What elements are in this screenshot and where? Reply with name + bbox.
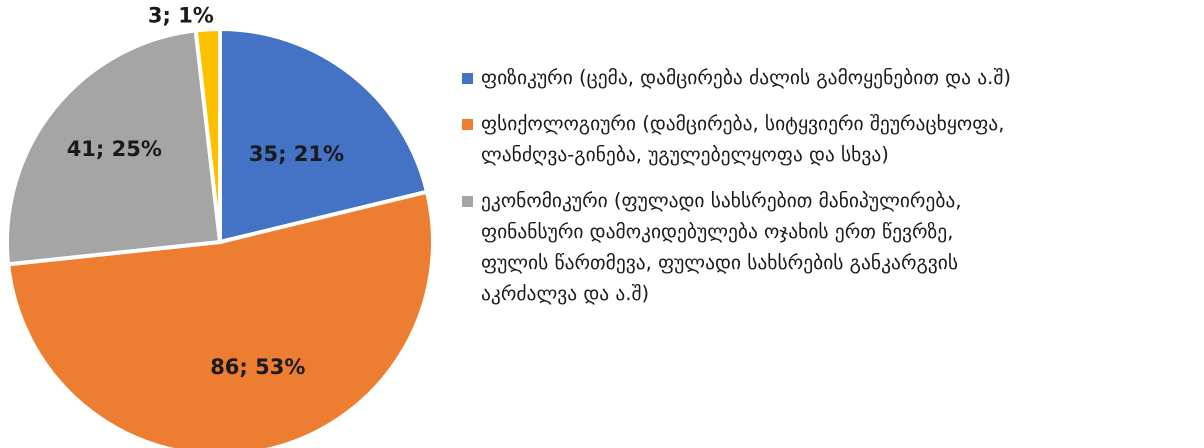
data-label-4: 3; 1% [148,3,214,27]
legend-swatch-3 [462,196,473,207]
data-label-2: 86; 53% [210,355,305,379]
pie-data-labels: 35; 21% 86; 53% 41; 25% 3; 1% [67,3,344,379]
pie-slice-4 [193,26,222,243]
legend-item-2: ფსიქოლოგიური (დამცირება, სიტყვიერი შეურა… [462,108,1197,170]
pie-slices [5,26,435,448]
legend-item-3: ეკონომიკური (ფულადი სახსრებით მანიპულირე… [462,185,1197,309]
legend-label-3: ეკონომიკური (ფულადი სახსრებით მანიპულირე… [481,189,962,305]
pie-slice-3 [5,28,223,267]
legend-item-1: ფიზიკური (ცემა, დამცირება ძალის გამოყენე… [462,62,1197,93]
pie-chart: 35; 21% 86; 53% 41; 25% 3; 1% [5,3,435,448]
chart-legend: ფიზიკური (ცემა, დამცირება ძალის გამოყენე… [462,62,1197,324]
legend-label-2: ფსიქოლოგიური (დამცირება, სიტყვიერი შეურა… [481,112,1005,166]
pie-slice-1 [218,26,430,245]
legend-swatch-2 [462,119,473,130]
legend-swatch-1 [462,73,473,84]
pie-slice-2 [5,189,435,448]
legend-label-1: ფიზიკური (ცემა, დამცირება ძალის გამოყენე… [481,66,1012,89]
data-label-3: 41; 25% [67,137,162,161]
data-label-1: 35; 21% [249,142,344,166]
